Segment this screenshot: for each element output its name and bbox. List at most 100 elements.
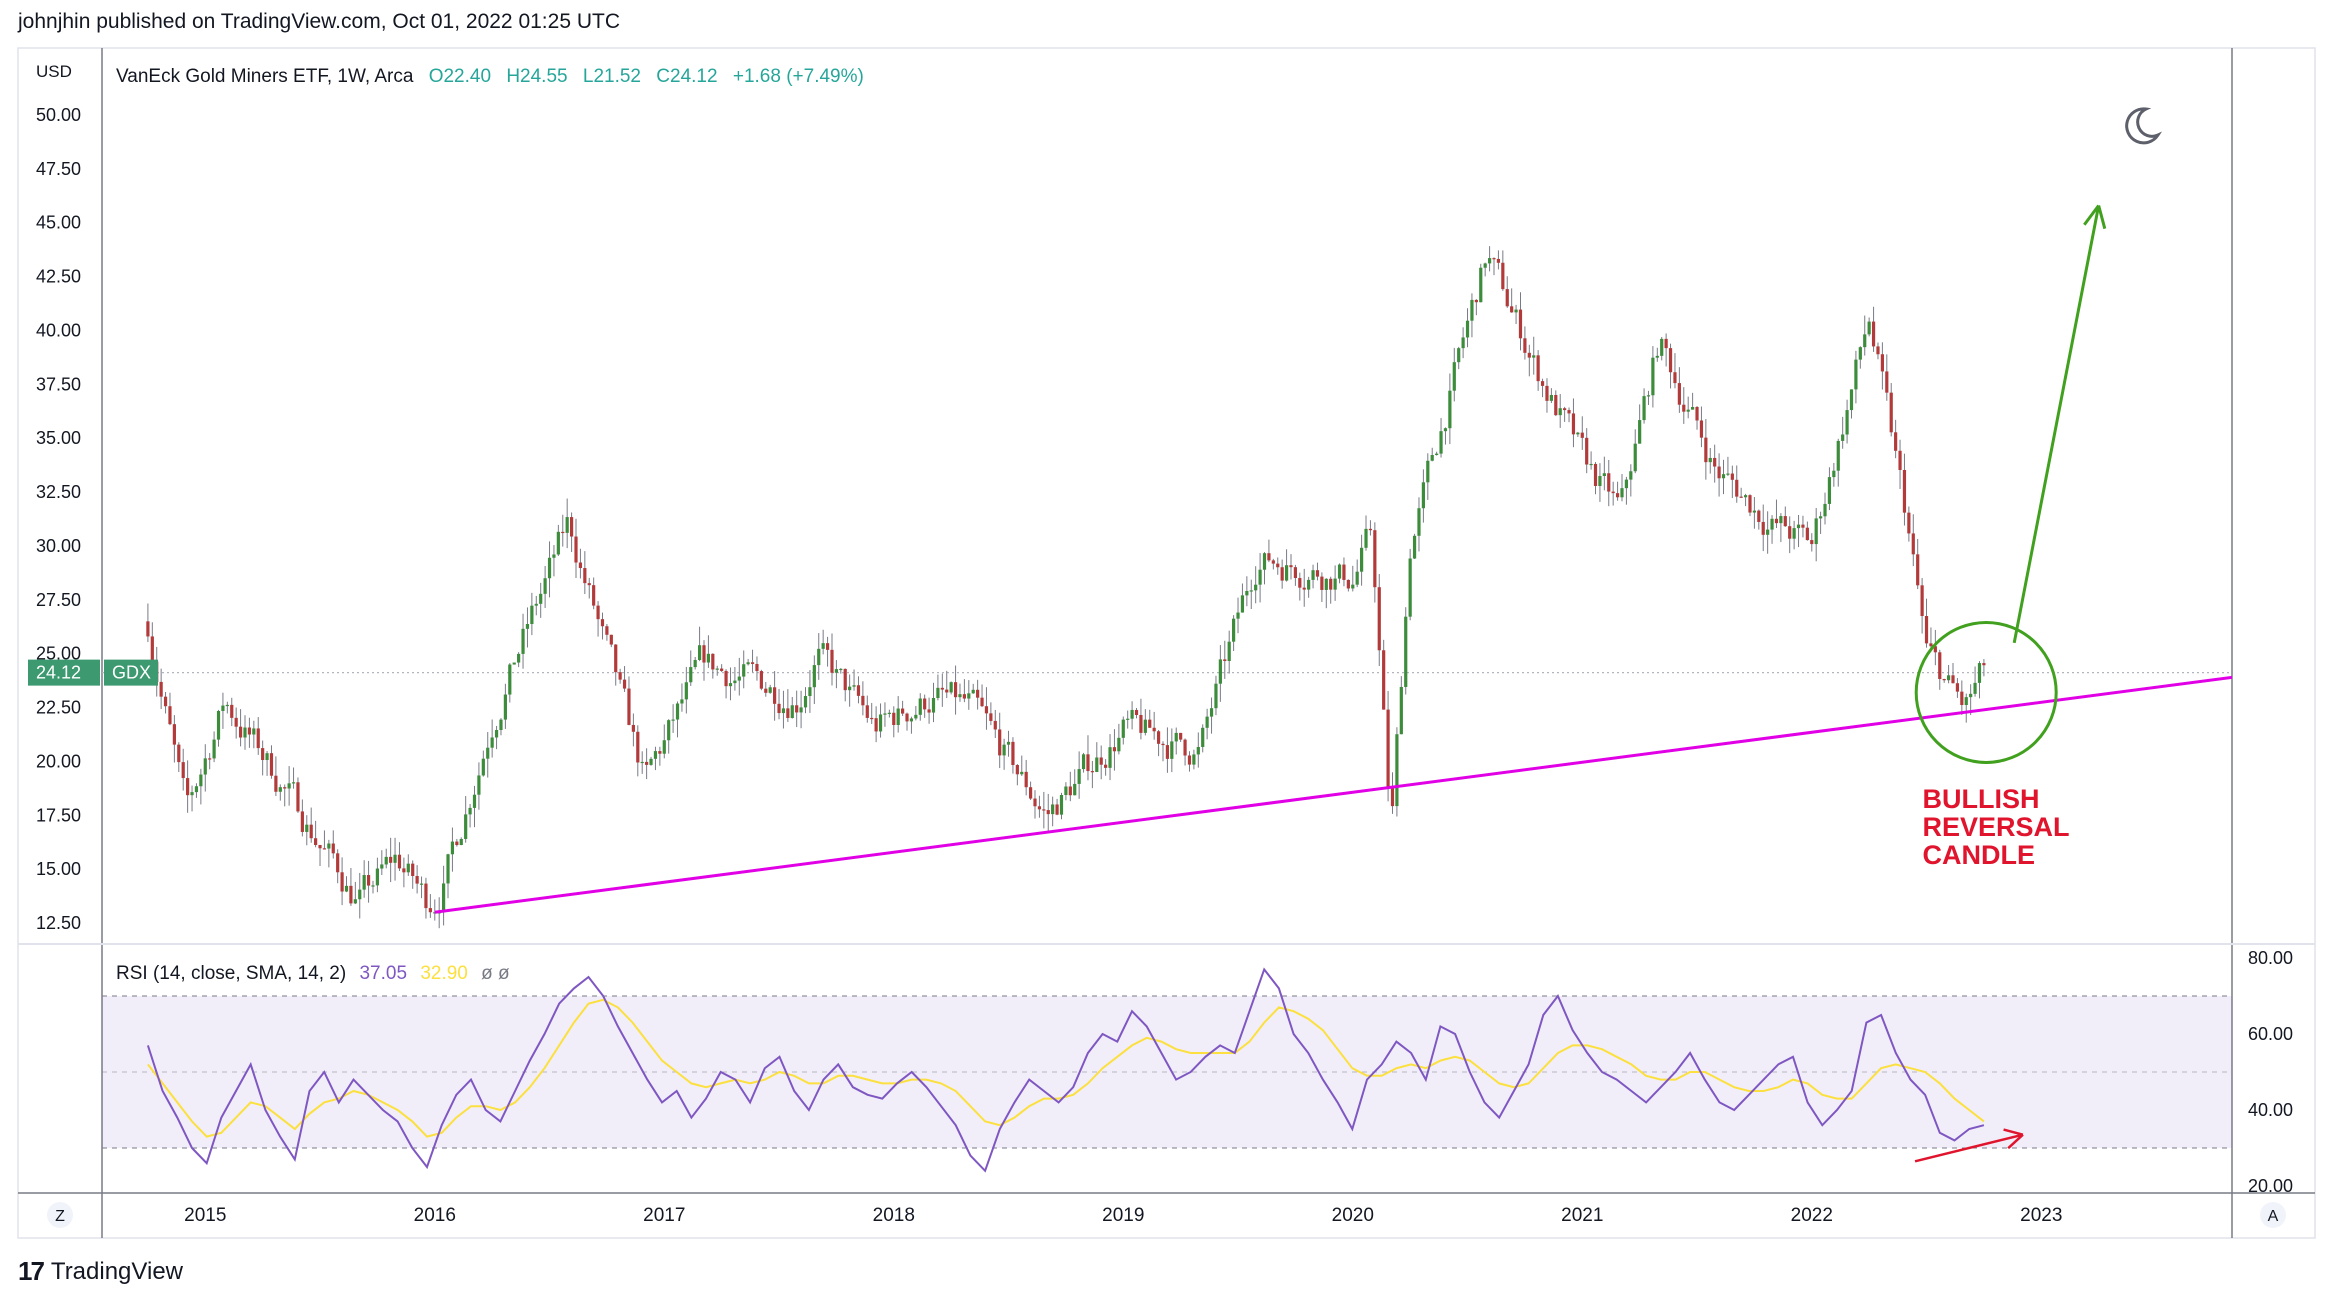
bear-candle [1315, 570, 1320, 577]
bull-candle [1421, 482, 1425, 509]
price-pane[interactable]: USD 50.00 47.50 45.00 42.50 40.00 37.50 35.00 3… [28, 62, 2232, 933]
bull-candle [1708, 457, 1712, 463]
bull-candle [1457, 348, 1461, 363]
bull-candle [547, 557, 552, 579]
bull-candle [1660, 338, 1664, 356]
bear-candle [596, 605, 600, 620]
bull-candle [768, 687, 772, 693]
rsi-arrow-head [2007, 1133, 2024, 1150]
bear-candle [1664, 338, 1668, 349]
last-price-tags: 24.12 GDX [28, 659, 158, 686]
moon-icon[interactable] [2125, 107, 2163, 145]
bull-candle [1002, 744, 1006, 756]
bear-candle [1735, 479, 1739, 497]
bear-candle [1748, 495, 1752, 513]
bull-candle [936, 687, 940, 699]
bear-candle [1805, 527, 1809, 541]
rsi-axis[interactable]: 80.00 60.00 40.00 20.00 [2248, 948, 2293, 1196]
bear-candle [1492, 258, 1496, 260]
bear-candle [1942, 678, 1946, 681]
bull-candle [459, 838, 463, 846]
bear-candle [1276, 563, 1280, 568]
rsi-params: RSI (14, close, SMA, 14, 2) [116, 963, 346, 984]
bull-candle [1487, 258, 1492, 264]
bull-candle [1404, 616, 1408, 687]
bear-candle [945, 689, 949, 693]
bull-candle [1691, 407, 1695, 410]
bull-candle [1205, 716, 1209, 728]
legend-high: H24.55 [506, 66, 567, 87]
bull-candle [508, 664, 512, 695]
bull-candle [1832, 470, 1836, 478]
bull-candle [190, 792, 194, 796]
bull-candle [1863, 334, 1867, 348]
rsi-pane[interactable]: 80.00 60.00 40.00 20.00 RSI (14, close, SMA… [102, 948, 2293, 1196]
bear-candle [366, 875, 371, 886]
bear-candle [208, 758, 212, 760]
bull-candle [419, 883, 424, 885]
up-arrow-shaft [2012, 205, 2101, 644]
price-tick-label: 20.00 [36, 751, 81, 771]
bear-candle [1682, 404, 1686, 412]
bear-candle [923, 698, 927, 710]
bear-candle [1293, 567, 1297, 579]
z-button-label: Z [55, 1208, 65, 1225]
bear-candle [186, 778, 190, 796]
bull-candle [883, 713, 887, 715]
bear-candle [702, 645, 706, 663]
bull-candle [199, 774, 203, 787]
bear-candle [1320, 576, 1324, 590]
bear-candle [1373, 530, 1377, 588]
bull-candle [671, 719, 675, 721]
bear-candle [795, 705, 799, 713]
bear-candle [1523, 338, 1527, 353]
bear-candle [1567, 410, 1571, 414]
bear-candle [843, 668, 847, 691]
bull-candle [212, 739, 216, 759]
price-axis[interactable]: 50.00 47.50 45.00 42.50 40.00 37.50 35.00 32.50… [36, 105, 81, 933]
reversal-circle[interactable] [1914, 620, 2058, 764]
candles [146, 246, 1986, 929]
bull-candle [1245, 591, 1249, 596]
bull-candle [742, 664, 746, 677]
bear-candle [1134, 709, 1139, 715]
bull-candle [353, 899, 357, 904]
bear-candle [901, 708, 905, 714]
bullish-reversal-annotation: BULLISH REVERSAL CANDLE [1923, 784, 2077, 870]
bull-candle [1589, 463, 1593, 466]
bull-candle [1823, 503, 1827, 517]
rsi-divergence-arrow[interactable] [1914, 1128, 2024, 1163]
bear-candle [962, 694, 966, 699]
bull-candle [1430, 454, 1434, 461]
rsi-arrow-shaft [1914, 1133, 2024, 1163]
bear-candle [1580, 432, 1584, 438]
bear-candle [177, 744, 181, 763]
bull-candle [1364, 528, 1368, 548]
bull-candle [1479, 267, 1483, 303]
time-tick-label: 2018 [873, 1205, 915, 1226]
bull-candle [1417, 508, 1421, 536]
bear-candle [1615, 493, 1620, 498]
bear-candle [569, 517, 574, 537]
auto-scale-left-button[interactable]: Z [47, 1202, 73, 1228]
bear-candle [1938, 652, 1942, 679]
auto-scale-right-button[interactable]: A [2260, 1202, 2286, 1228]
bull-candle [464, 814, 468, 839]
bull-candle [1170, 741, 1174, 759]
price-tick-label: 47.50 [36, 159, 81, 179]
support-trendline[interactable] [434, 675, 2232, 914]
up-arrow[interactable] [2012, 204, 2107, 644]
bear-candle [1223, 659, 1227, 662]
bear-candle [1104, 764, 1108, 768]
bear-candle [1510, 306, 1514, 313]
bear-candle [296, 782, 300, 812]
time-axis[interactable]: 2015 2016 2017 2018 2019 2020 2021 2022 2023 [184, 1205, 2062, 1226]
bear-candle [759, 671, 763, 689]
bull-candle [468, 807, 472, 815]
bear-candle [1536, 355, 1540, 382]
bull-candle [1218, 659, 1222, 684]
rsi-extra-icons[interactable]: ø ø [481, 963, 510, 984]
bull-candle [450, 841, 455, 855]
bear-candle [825, 643, 830, 650]
